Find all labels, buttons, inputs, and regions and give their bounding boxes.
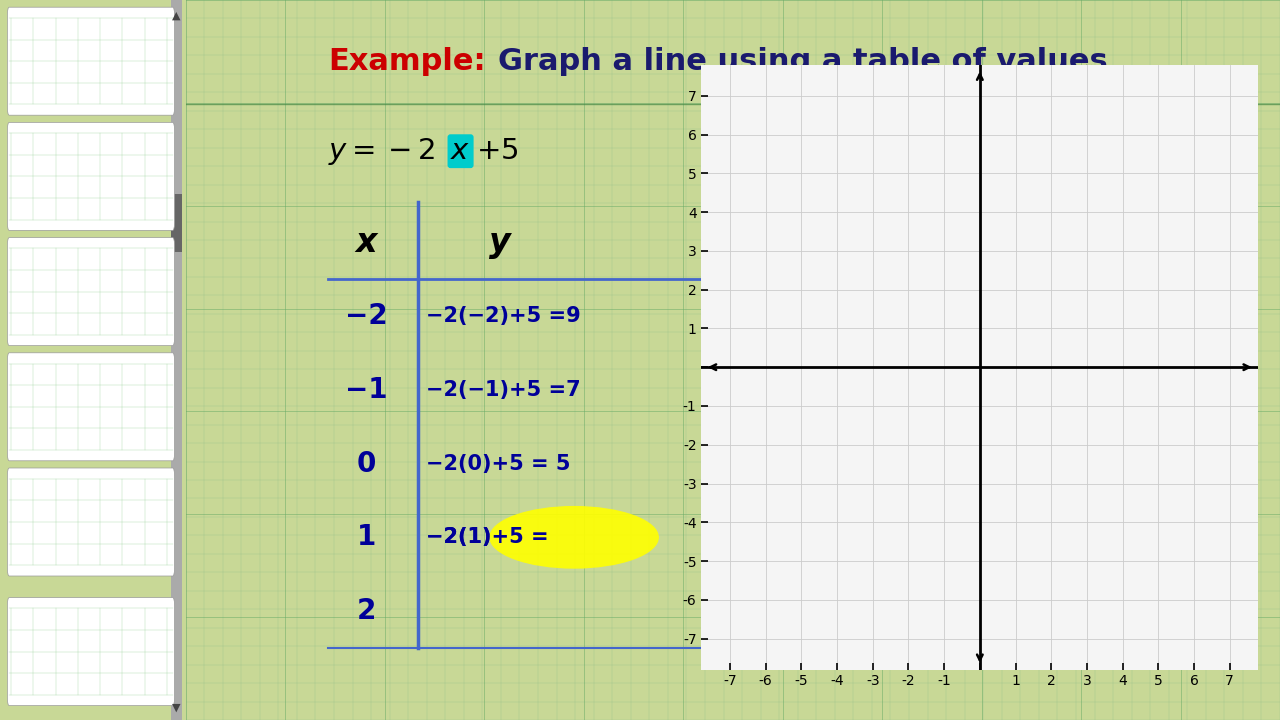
Text: 0: 0 bbox=[357, 449, 376, 477]
FancyBboxPatch shape bbox=[170, 194, 182, 252]
Text: x: x bbox=[356, 225, 376, 258]
Text: y: y bbox=[489, 225, 511, 258]
Ellipse shape bbox=[489, 506, 659, 569]
Text: (−2,9): (−2,9) bbox=[717, 303, 801, 329]
FancyBboxPatch shape bbox=[170, 0, 182, 720]
FancyBboxPatch shape bbox=[8, 353, 174, 461]
Text: −2(1)+5 =: −2(1)+5 = bbox=[426, 527, 549, 547]
Text: $+ 5$: $+ 5$ bbox=[476, 138, 518, 165]
Text: Example:: Example: bbox=[328, 47, 485, 76]
FancyBboxPatch shape bbox=[8, 598, 174, 706]
Text: −2: −2 bbox=[344, 302, 388, 330]
FancyBboxPatch shape bbox=[8, 238, 174, 346]
Text: −2(−2)+5 =9: −2(−2)+5 =9 bbox=[426, 306, 581, 326]
Text: −2(1)+5 =: −2(1)+5 = bbox=[426, 527, 549, 547]
Text: Graph a line using a table of values: Graph a line using a table of values bbox=[498, 47, 1107, 76]
FancyBboxPatch shape bbox=[8, 468, 174, 576]
Text: −2(0)+5 = 5: −2(0)+5 = 5 bbox=[426, 454, 571, 474]
Text: (−1,7): (−1,7) bbox=[717, 377, 801, 402]
Text: −2(−1)+5 =7: −2(−1)+5 =7 bbox=[426, 379, 581, 400]
Text: ▲: ▲ bbox=[172, 11, 180, 21]
FancyBboxPatch shape bbox=[8, 7, 174, 115]
Text: 1: 1 bbox=[357, 523, 376, 552]
FancyBboxPatch shape bbox=[8, 122, 174, 230]
Text: ▼: ▼ bbox=[172, 703, 180, 713]
Text: (0,5): (0,5) bbox=[717, 451, 778, 477]
Text: $x$: $x$ bbox=[451, 138, 471, 165]
Text: 2: 2 bbox=[357, 597, 376, 625]
Text: $y = -2$: $y = -2$ bbox=[328, 135, 435, 167]
Text: −1: −1 bbox=[344, 376, 388, 404]
